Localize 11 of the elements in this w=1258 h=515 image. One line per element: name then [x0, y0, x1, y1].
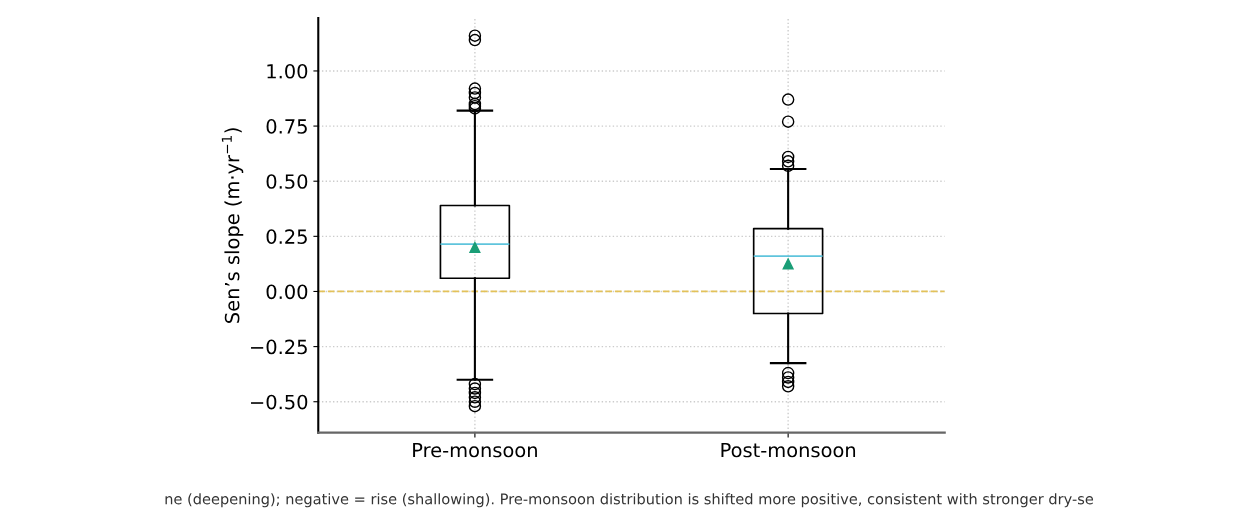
x-tick-label: Pre-monsoon	[413, 442, 537, 458]
y-tick-label: 0.75	[266, 119, 307, 134]
y-tick-label: 0.25	[266, 229, 307, 244]
y-tick-label: 0.00	[266, 284, 308, 300]
text: ne (deepening); negative = rise (shallowing). Pre-monsoon distribution is shifted more positive, consistent with stronger dry-se	[165, 493, 1094, 508]
x-tick-label: Post-monsoon	[721, 442, 856, 458]
y-tick-label: −0.25	[251, 339, 307, 355]
y-tick-label: −0.50	[251, 394, 308, 410]
y-tick-label: 0.50	[266, 174, 308, 189]
y-tick-label: 1.00	[267, 63, 308, 79]
y-axis-title: Sen’s slope (m·yr$^{−1}$)	[221, 128, 244, 323]
